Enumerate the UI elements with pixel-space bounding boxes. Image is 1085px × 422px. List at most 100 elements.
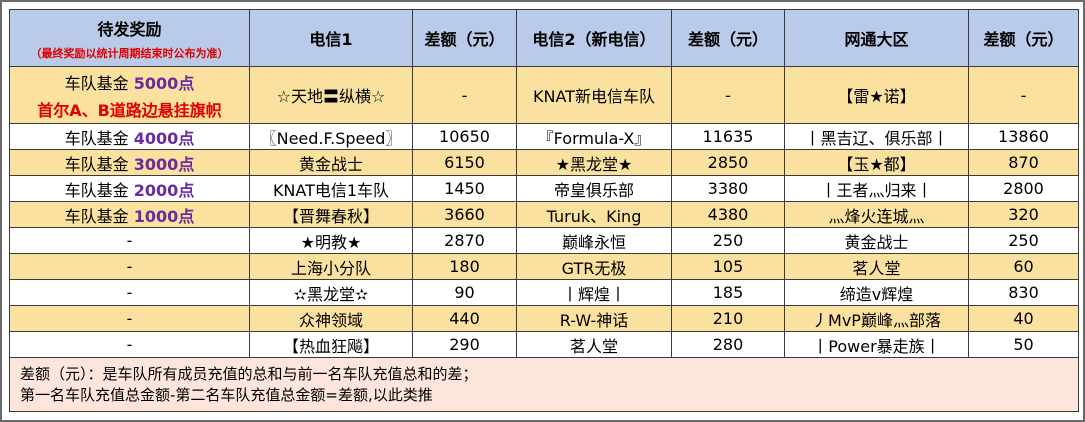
reward-table: 待发奖励 （最终奖励以统计周期结束时公布为准） 电信1 差额（元） 电信2（新电…: [9, 9, 1079, 412]
telecom2-diff: 280: [671, 331, 785, 358]
netcom-team: 丨黑吉辽、俱乐部丨: [784, 123, 969, 150]
telecom1-team: 【热血狂飚】: [249, 331, 413, 358]
netcom-diff: 320: [968, 201, 1079, 228]
header-telecom2: 电信2（新电信）: [516, 9, 672, 67]
note-cell: 差额（元）：是车队所有成员充值的总和与前一名车队充值总和的差； 第一名车队充值总…: [9, 357, 1079, 412]
telecom2-diff: 11635: [671, 123, 785, 150]
netcom-diff: 40: [968, 305, 1079, 332]
table-row: - 上海小分队 180 GTR无极 105 茗人堂 60: [9, 253, 1079, 280]
fund-label: 车队基金: [64, 154, 129, 174]
netcom-team: 【雷★诺】: [784, 66, 969, 124]
netcom-diff: 250: [968, 227, 1079, 254]
netcom-diff: -: [968, 66, 1079, 124]
note-row: 差额（元）：是车队所有成员充值的总和与前一名车队充值总和的差； 第一名车队充值总…: [9, 357, 1079, 412]
netcom-team: 灬烽火连城灬: [784, 201, 969, 228]
telecom1-team: ★明教★: [249, 227, 413, 254]
reward-cell: -: [9, 279, 250, 306]
fund-label: 车队基金: [64, 180, 129, 200]
reward-cell: -: [9, 227, 250, 254]
telecom2-team: Turuk、King: [516, 201, 672, 228]
note-line-1: 差额（元）：是车队所有成员充值的总和与前一名车队充值总和的差；: [20, 364, 478, 383]
reward-title: 待发奖励: [97, 19, 162, 39]
telecom1-diff: 6150: [412, 149, 517, 176]
netcom-diff: 13860: [968, 123, 1079, 150]
netcom-team: 丨Power暴走族丨: [784, 331, 969, 358]
netcom-team: 茗人堂: [784, 253, 969, 280]
table-row: - 众神领域 440 R-W-神话 210 丿MvP巅峰灬部落 40: [9, 305, 1079, 332]
reward-cell: 车队基金 5000点 首尔A、B道路边悬挂旗帜: [9, 66, 250, 124]
fund-label: 车队基金: [64, 206, 129, 226]
reward-cell: -: [9, 305, 250, 332]
telecom1-diff: -: [412, 66, 517, 124]
netcom-diff: 60: [968, 253, 1079, 280]
netcom-diff: 50: [968, 331, 1079, 358]
telecom2-diff: 185: [671, 279, 785, 306]
header-diff3: 差额（元）: [968, 9, 1079, 67]
note-line-2: 第一名车队充值总金额-第二名车队充值总金额=差额,以此类推: [20, 385, 433, 404]
table-row: 车队基金 3000点 黄金战士 6150 ★黑龙堂★ 2850 【玉★都】 87…: [9, 149, 1079, 176]
reward-cell: 车队基金 3000点: [9, 149, 250, 176]
telecom1-team: KNAT电信1车队: [249, 175, 413, 202]
reward-cell: -: [9, 331, 250, 358]
header-row: 待发奖励 （最终奖励以统计周期结束时公布为准） 电信1 差额（元） 电信2（新电…: [9, 9, 1079, 67]
telecom2-team: GTR无极: [516, 253, 672, 280]
telecom1-diff: 2870: [412, 227, 517, 254]
telecom1-team: 【晋舞春秋】: [249, 201, 413, 228]
telecom1-diff: 90: [412, 279, 517, 306]
telecom1-diff: 10650: [412, 123, 517, 150]
reward-cell: 车队基金 1000点: [9, 201, 250, 228]
telecom2-diff: -: [671, 66, 785, 124]
netcom-team: 【玉★都】: [784, 149, 969, 176]
fund-amount: 3000点: [133, 154, 195, 174]
telecom2-team: 帝皇俱乐部: [516, 175, 672, 202]
telecom2-team: KNAT新电信车队: [516, 66, 672, 124]
telecom2-diff: 210: [671, 305, 785, 332]
telecom1-diff: 1450: [412, 175, 517, 202]
telecom2-diff: 4380: [671, 201, 785, 228]
telecom2-diff: 105: [671, 253, 785, 280]
fund-amount: 5000点: [133, 73, 195, 93]
telecom2-team: 丨辉煌丨: [516, 279, 672, 306]
netcom-diff: 2800: [968, 175, 1079, 202]
telecom1-team: 众神领域: [249, 305, 413, 332]
netcom-team: 黄金战士: [784, 227, 969, 254]
fund-label: 车队基金: [64, 73, 129, 93]
fund-amount: 4000点: [133, 128, 195, 148]
reward-cell: 车队基金 2000点: [9, 175, 250, 202]
telecom2-team: 茗人堂: [516, 331, 672, 358]
table-row: 车队基金 4000点 〖Need.F.Speed〗 10650 『Formula…: [9, 123, 1079, 150]
telecom1-team: ✫黑龙堂✫: [249, 279, 413, 306]
telecom2-team: 巅峰永恒: [516, 227, 672, 254]
table-row: 车队基金 5000点 首尔A、B道路边悬挂旗帜 ☆天地〓纵横☆ - KNAT新电…: [9, 66, 1079, 124]
flag-reward: 首尔A、B道路边悬挂旗帜: [37, 100, 222, 120]
telecom1-diff: 440: [412, 305, 517, 332]
fund-amount: 2000点: [133, 180, 195, 200]
telecom2-team: ★黑龙堂★: [516, 149, 672, 176]
reward-cell: -: [9, 253, 250, 280]
header-diff2: 差额（元）: [671, 9, 785, 67]
reward-subtitle: （最终奖励以统计周期结束时公布为准）: [30, 46, 229, 60]
header-reward: 待发奖励 （最终奖励以统计周期结束时公布为准）: [9, 9, 250, 67]
telecom2-diff: 3380: [671, 175, 785, 202]
header-telecom1: 电信1: [249, 9, 413, 67]
table-row: - 【热血狂飚】 290 茗人堂 280 丨Power暴走族丨 50: [9, 331, 1079, 358]
telecom2-team: 『Formula-X』: [516, 123, 672, 150]
table-row: - ✫黑龙堂✫ 90 丨辉煌丨 185 缔造v辉煌 830: [9, 279, 1079, 306]
reward-cell: 车队基金 4000点: [9, 123, 250, 150]
netcom-diff: 830: [968, 279, 1079, 306]
telecom1-team: 黄金战士: [249, 149, 413, 176]
fund-amount: 1000点: [133, 206, 195, 226]
netcom-team: 丨王者灬归来丨: [784, 175, 969, 202]
telecom2-team: R-W-神话: [516, 305, 672, 332]
table-row: 车队基金 1000点 【晋舞春秋】 3660 Turuk、King 4380 灬…: [9, 201, 1079, 228]
netcom-team: 丿MvP巅峰灬部落: [784, 305, 969, 332]
telecom2-diff: 250: [671, 227, 785, 254]
telecom1-team: 〖Need.F.Speed〗: [249, 123, 413, 150]
telecom1-team: ☆天地〓纵横☆: [249, 66, 413, 124]
table-row: - ★明教★ 2870 巅峰永恒 250 黄金战士 250: [9, 227, 1079, 254]
fund-label: 车队基金: [64, 128, 129, 148]
telecom1-diff: 3660: [412, 201, 517, 228]
header-netcom: 网通大区: [784, 9, 969, 67]
header-diff1: 差额（元）: [412, 9, 517, 67]
